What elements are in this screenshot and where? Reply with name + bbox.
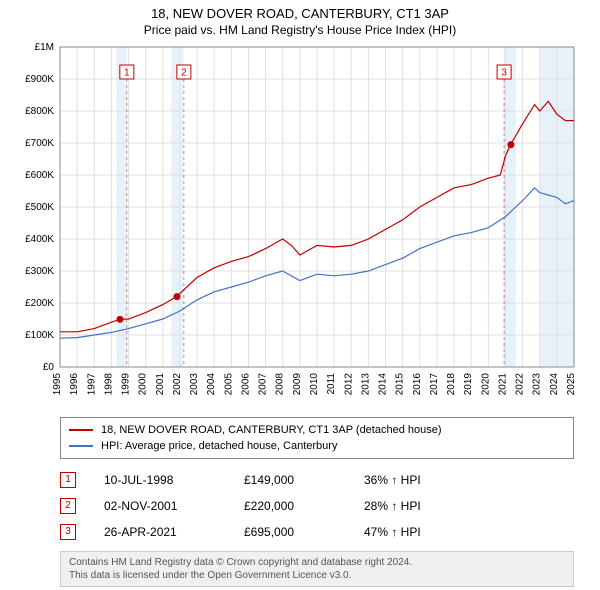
legend-swatch bbox=[69, 445, 93, 447]
svg-text:£600K: £600K bbox=[25, 170, 54, 181]
chart-plot-area: £0 £100K £200K £300K £400K £500K £600K £700K £80… bbox=[0, 41, 600, 411]
marker-row: 1 10-JUL-1998£149,00036% ↑ HPI bbox=[60, 467, 574, 493]
svg-text:£1M: £1M bbox=[35, 42, 54, 53]
svg-text:£400K: £400K bbox=[25, 234, 54, 245]
svg-text:2: 2 bbox=[181, 68, 187, 79]
marker-hpi: 28% ↑ HPI bbox=[364, 499, 421, 513]
svg-text:£700K: £700K bbox=[25, 138, 54, 149]
marker-date: 02-NOV-2001 bbox=[104, 499, 244, 513]
legend-label: HPI: Average price, detached house, Cant… bbox=[101, 440, 337, 452]
svg-text:£500K: £500K bbox=[25, 202, 54, 213]
svg-text:2009: 2009 bbox=[292, 373, 303, 396]
marker-price: £149,000 bbox=[244, 473, 364, 487]
svg-text:2014: 2014 bbox=[378, 373, 389, 396]
svg-text:2010: 2010 bbox=[309, 373, 320, 396]
svg-text:£200K: £200K bbox=[25, 298, 54, 309]
svg-text:2021: 2021 bbox=[497, 373, 508, 396]
svg-text:1997: 1997 bbox=[86, 373, 97, 396]
svg-text:2017: 2017 bbox=[429, 373, 440, 396]
markers-table: 1 10-JUL-1998£149,00036% ↑ HPI 2 02-NOV-200… bbox=[60, 467, 574, 545]
svg-text:£0: £0 bbox=[43, 362, 55, 373]
legend-item: 18, NEW DOVER ROAD, CANTERBURY, CT1 3AP … bbox=[69, 422, 565, 438]
svg-text:2006: 2006 bbox=[240, 373, 251, 396]
marker-date: 26-APR-2021 bbox=[104, 525, 244, 539]
svg-text:1996: 1996 bbox=[69, 373, 80, 396]
svg-text:£900K: £900K bbox=[25, 74, 54, 85]
svg-text:£300K: £300K bbox=[25, 266, 54, 277]
svg-text:2012: 2012 bbox=[343, 373, 354, 396]
svg-text:2023: 2023 bbox=[532, 373, 543, 396]
svg-text:3: 3 bbox=[501, 68, 507, 79]
svg-text:2011: 2011 bbox=[326, 373, 337, 395]
svg-text:1: 1 bbox=[124, 68, 130, 79]
svg-text:2004: 2004 bbox=[206, 373, 217, 396]
marker-row: 2 02-NOV-2001£220,00028% ↑ HPI bbox=[60, 493, 574, 519]
svg-text:2018: 2018 bbox=[446, 373, 457, 396]
svg-text:2002: 2002 bbox=[172, 373, 183, 396]
chart-svg: £0 £100K £200K £300K £400K £500K £600K £700K £80… bbox=[0, 41, 600, 411]
svg-text:2003: 2003 bbox=[189, 373, 200, 396]
svg-text:2005: 2005 bbox=[223, 373, 234, 396]
marker-price: £695,000 bbox=[244, 525, 364, 539]
marker-price: £220,000 bbox=[244, 499, 364, 513]
svg-text:£100K: £100K bbox=[25, 330, 54, 341]
svg-text:2000: 2000 bbox=[138, 373, 149, 396]
svg-text:2025: 2025 bbox=[566, 373, 577, 396]
marker-badge: 1 bbox=[60, 472, 76, 488]
legend-box: 18, NEW DOVER ROAD, CANTERBURY, CT1 3AP … bbox=[60, 417, 574, 459]
marker-hpi: 47% ↑ HPI bbox=[364, 525, 421, 539]
svg-text:£800K: £800K bbox=[25, 106, 54, 117]
svg-text:1995: 1995 bbox=[52, 373, 63, 396]
svg-text:2022: 2022 bbox=[515, 373, 526, 396]
chart-title-line2: Price paid vs. HM Land Registry's House … bbox=[0, 21, 600, 37]
legend-label: 18, NEW DOVER ROAD, CANTERBURY, CT1 3AP … bbox=[101, 424, 442, 436]
marker-row: 3 26-APR-2021£695,00047% ↑ HPI bbox=[60, 519, 574, 545]
svg-text:1999: 1999 bbox=[121, 373, 132, 396]
svg-text:2024: 2024 bbox=[549, 373, 560, 396]
legend-item: HPI: Average price, detached house, Cant… bbox=[69, 438, 565, 454]
chart-container: { "title_line1": "18, NEW DOVER ROAD, CA… bbox=[0, 0, 600, 590]
marker-date: 10-JUL-1998 bbox=[104, 473, 244, 487]
footer-attribution: Contains HM Land Registry data © Crown c… bbox=[60, 551, 574, 587]
svg-text:2001: 2001 bbox=[155, 373, 166, 396]
svg-text:1998: 1998 bbox=[103, 373, 114, 396]
legend-swatch bbox=[69, 429, 93, 431]
svg-text:2020: 2020 bbox=[480, 373, 491, 396]
marker-badge: 2 bbox=[60, 498, 76, 514]
svg-text:2008: 2008 bbox=[275, 373, 286, 396]
footer-line2: This data is licensed under the Open Gov… bbox=[69, 569, 565, 582]
marker-badge: 3 bbox=[60, 524, 76, 540]
svg-text:2013: 2013 bbox=[360, 373, 371, 396]
marker-hpi: 36% ↑ HPI bbox=[364, 473, 421, 487]
svg-text:2019: 2019 bbox=[463, 373, 474, 396]
footer-line1: Contains HM Land Registry data © Crown c… bbox=[69, 556, 565, 569]
svg-text:2007: 2007 bbox=[258, 373, 269, 396]
svg-text:2016: 2016 bbox=[412, 373, 423, 396]
svg-text:2015: 2015 bbox=[395, 373, 406, 396]
chart-title-line1: 18, NEW DOVER ROAD, CANTERBURY, CT1 3AP bbox=[0, 0, 600, 21]
